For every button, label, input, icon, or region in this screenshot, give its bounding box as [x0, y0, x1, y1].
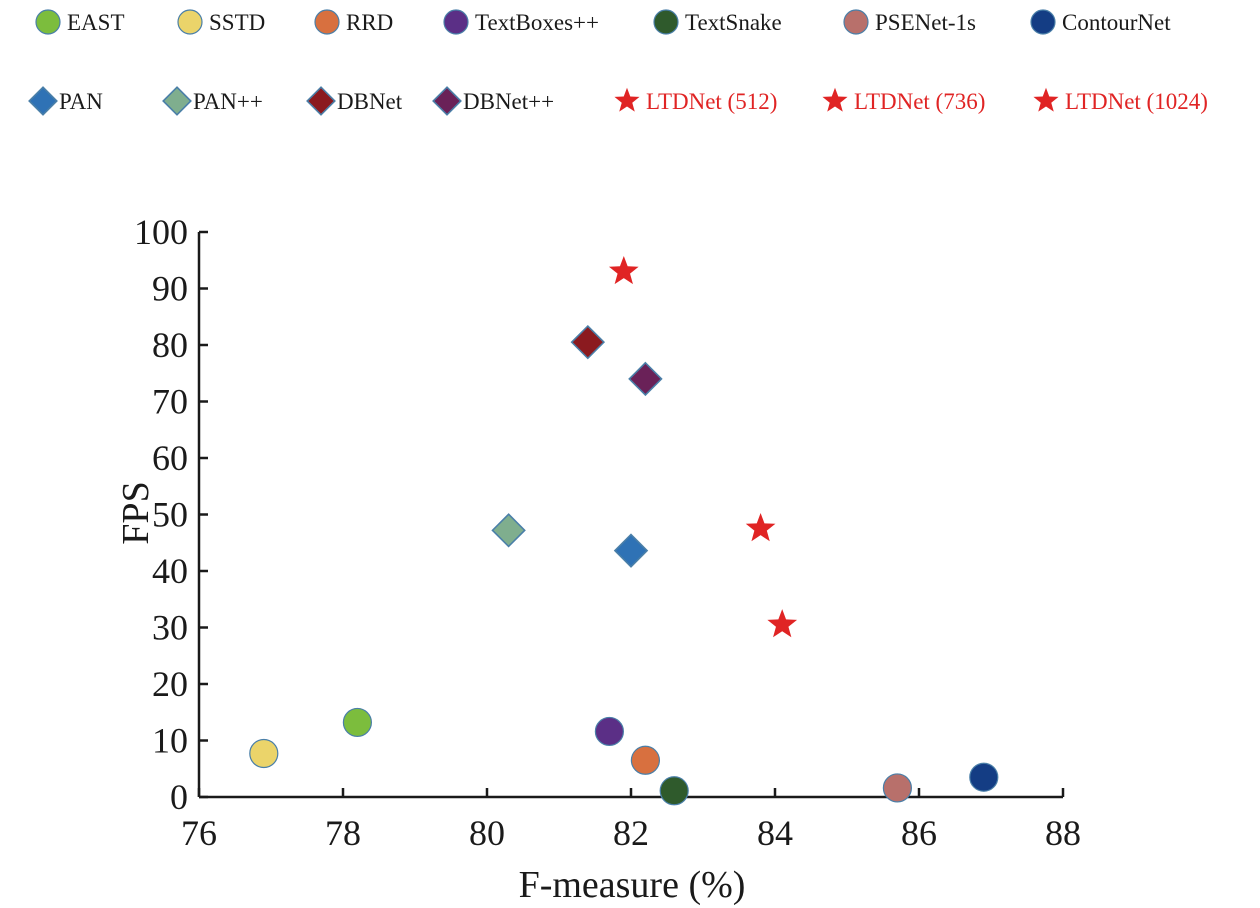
legend-item-panplusplus: PAN++: [162, 86, 263, 116]
legend-marker-pan: [28, 86, 58, 116]
x-tick-label: 76: [181, 813, 217, 853]
legend-marker-sstd: [177, 9, 203, 35]
point-rrd: [630, 745, 661, 775]
legend-label-dbnetplusplus: DBNet++: [463, 89, 554, 114]
point-dbnet: [570, 324, 606, 360]
y-axis-label: FPS: [115, 481, 157, 544]
legend-marker-rrd: [314, 9, 340, 35]
x-tick-label: 82: [613, 813, 649, 853]
legend-item-contournet: ContourNet: [1030, 9, 1171, 35]
point-east: [342, 707, 372, 738]
x-tick-label: 84: [757, 813, 793, 853]
point-psenet-1s: [882, 773, 913, 803]
axes: 76 78 80 82 84 86 88 0 10 20 30 40 50 60 70 80 90 100: [134, 212, 1081, 853]
point-ltdnet-512: [608, 255, 639, 285]
legend-marker-contournet: [1030, 9, 1056, 35]
y-tick-label: 20: [152, 664, 188, 704]
legend-item-ltdnet-512: LTDNet (512): [614, 87, 777, 114]
y-tick-label: 90: [152, 269, 188, 309]
legend-label-sstd: SSTD: [209, 10, 265, 35]
legend-marker-dbnetplusplus: [432, 86, 462, 116]
point-pan: [613, 533, 649, 568]
legend-marker-panplusplus: [162, 86, 192, 116]
y-tick-label: 10: [152, 721, 188, 761]
legend-label-textsnake: TextSnake: [685, 10, 782, 35]
legend-marker-ltdnet-512: [614, 87, 640, 112]
point-contournet: [969, 762, 999, 792]
legend-label-textboxesplusplus: TextBoxes++: [475, 10, 599, 35]
y-tick-label: 80: [152, 325, 188, 365]
point-textsnake: [659, 776, 689, 806]
legend: EAST SSTD RRD TextBoxes++ TextSnake PSENet-1s…: [28, 9, 1208, 116]
legend-marker-east: [35, 9, 61, 35]
legend-item-ltdnet-1024: LTDNet (1024): [1033, 87, 1208, 114]
legend-marker-textboxesplusplus: [443, 9, 469, 35]
legend-marker-textsnake: [653, 9, 679, 35]
legend-label-ltdnet-736: LTDNet (736): [854, 89, 985, 114]
x-tick-label: 80: [469, 813, 505, 853]
y-tick-label: 70: [152, 382, 188, 422]
y-tick-label: 30: [152, 608, 188, 648]
legend-item-textsnake: TextSnake: [653, 9, 782, 35]
legend-marker-ltdnet-736: [822, 87, 848, 112]
point-panplusplus: [491, 513, 526, 548]
legend-marker-ltdnet-1024: [1033, 87, 1059, 112]
legend-label-east: EAST: [67, 10, 125, 35]
x-tick-label: 78: [325, 813, 361, 853]
y-tick-label: 40: [152, 551, 188, 591]
y-tick-label: 60: [152, 438, 188, 478]
legend-label-rrd: RRD: [346, 10, 393, 35]
point-dbnetplusplus: [628, 361, 663, 397]
x-tick-label: 86: [901, 813, 937, 853]
legend-label-psenet-1s: PSENet-1s: [875, 10, 976, 35]
point-ltdnet-736: [745, 513, 776, 542]
legend-item-psenet-1s: PSENet-1s: [843, 9, 976, 35]
legend-item-pan: PAN: [28, 86, 103, 116]
legend-label-contournet: ContourNet: [1062, 10, 1171, 35]
legend-label-ltdnet-512: LTDNet (512): [646, 89, 777, 114]
legend-item-dbnet: DBNet: [306, 86, 403, 116]
x-tick-label: 88: [1045, 813, 1081, 853]
legend-item-sstd: SSTD: [177, 9, 265, 35]
legend-item-rrd: RRD: [314, 9, 393, 35]
legend-marker-psenet-1s: [843, 9, 869, 35]
legend-item-dbnetplusplus: DBNet++: [432, 86, 554, 116]
legend-label-pan: PAN: [59, 89, 103, 114]
legend-label-dbnet: DBNet: [337, 89, 403, 114]
point-ltdnet-1024: [767, 609, 798, 638]
legend-item-textboxesplusplus: TextBoxes++: [443, 9, 599, 35]
x-axis-label: F-measure (%): [519, 864, 746, 906]
legend-item-east: EAST: [35, 9, 125, 35]
y-tick-label: 0: [170, 777, 188, 817]
y-tick-label: 50: [152, 495, 188, 535]
legend-label-ltdnet-1024: LTDNet (1024): [1065, 89, 1208, 114]
legend-marker-dbnet: [306, 86, 336, 116]
point-sstd: [249, 738, 279, 769]
legend-item-ltdnet-736: LTDNet (736): [822, 87, 985, 114]
y-tick-label: 100: [134, 212, 188, 252]
point-textboxesplusplus: [594, 716, 625, 747]
data-points: [249, 255, 999, 806]
legend-label-panplusplus: PAN++: [193, 89, 263, 114]
